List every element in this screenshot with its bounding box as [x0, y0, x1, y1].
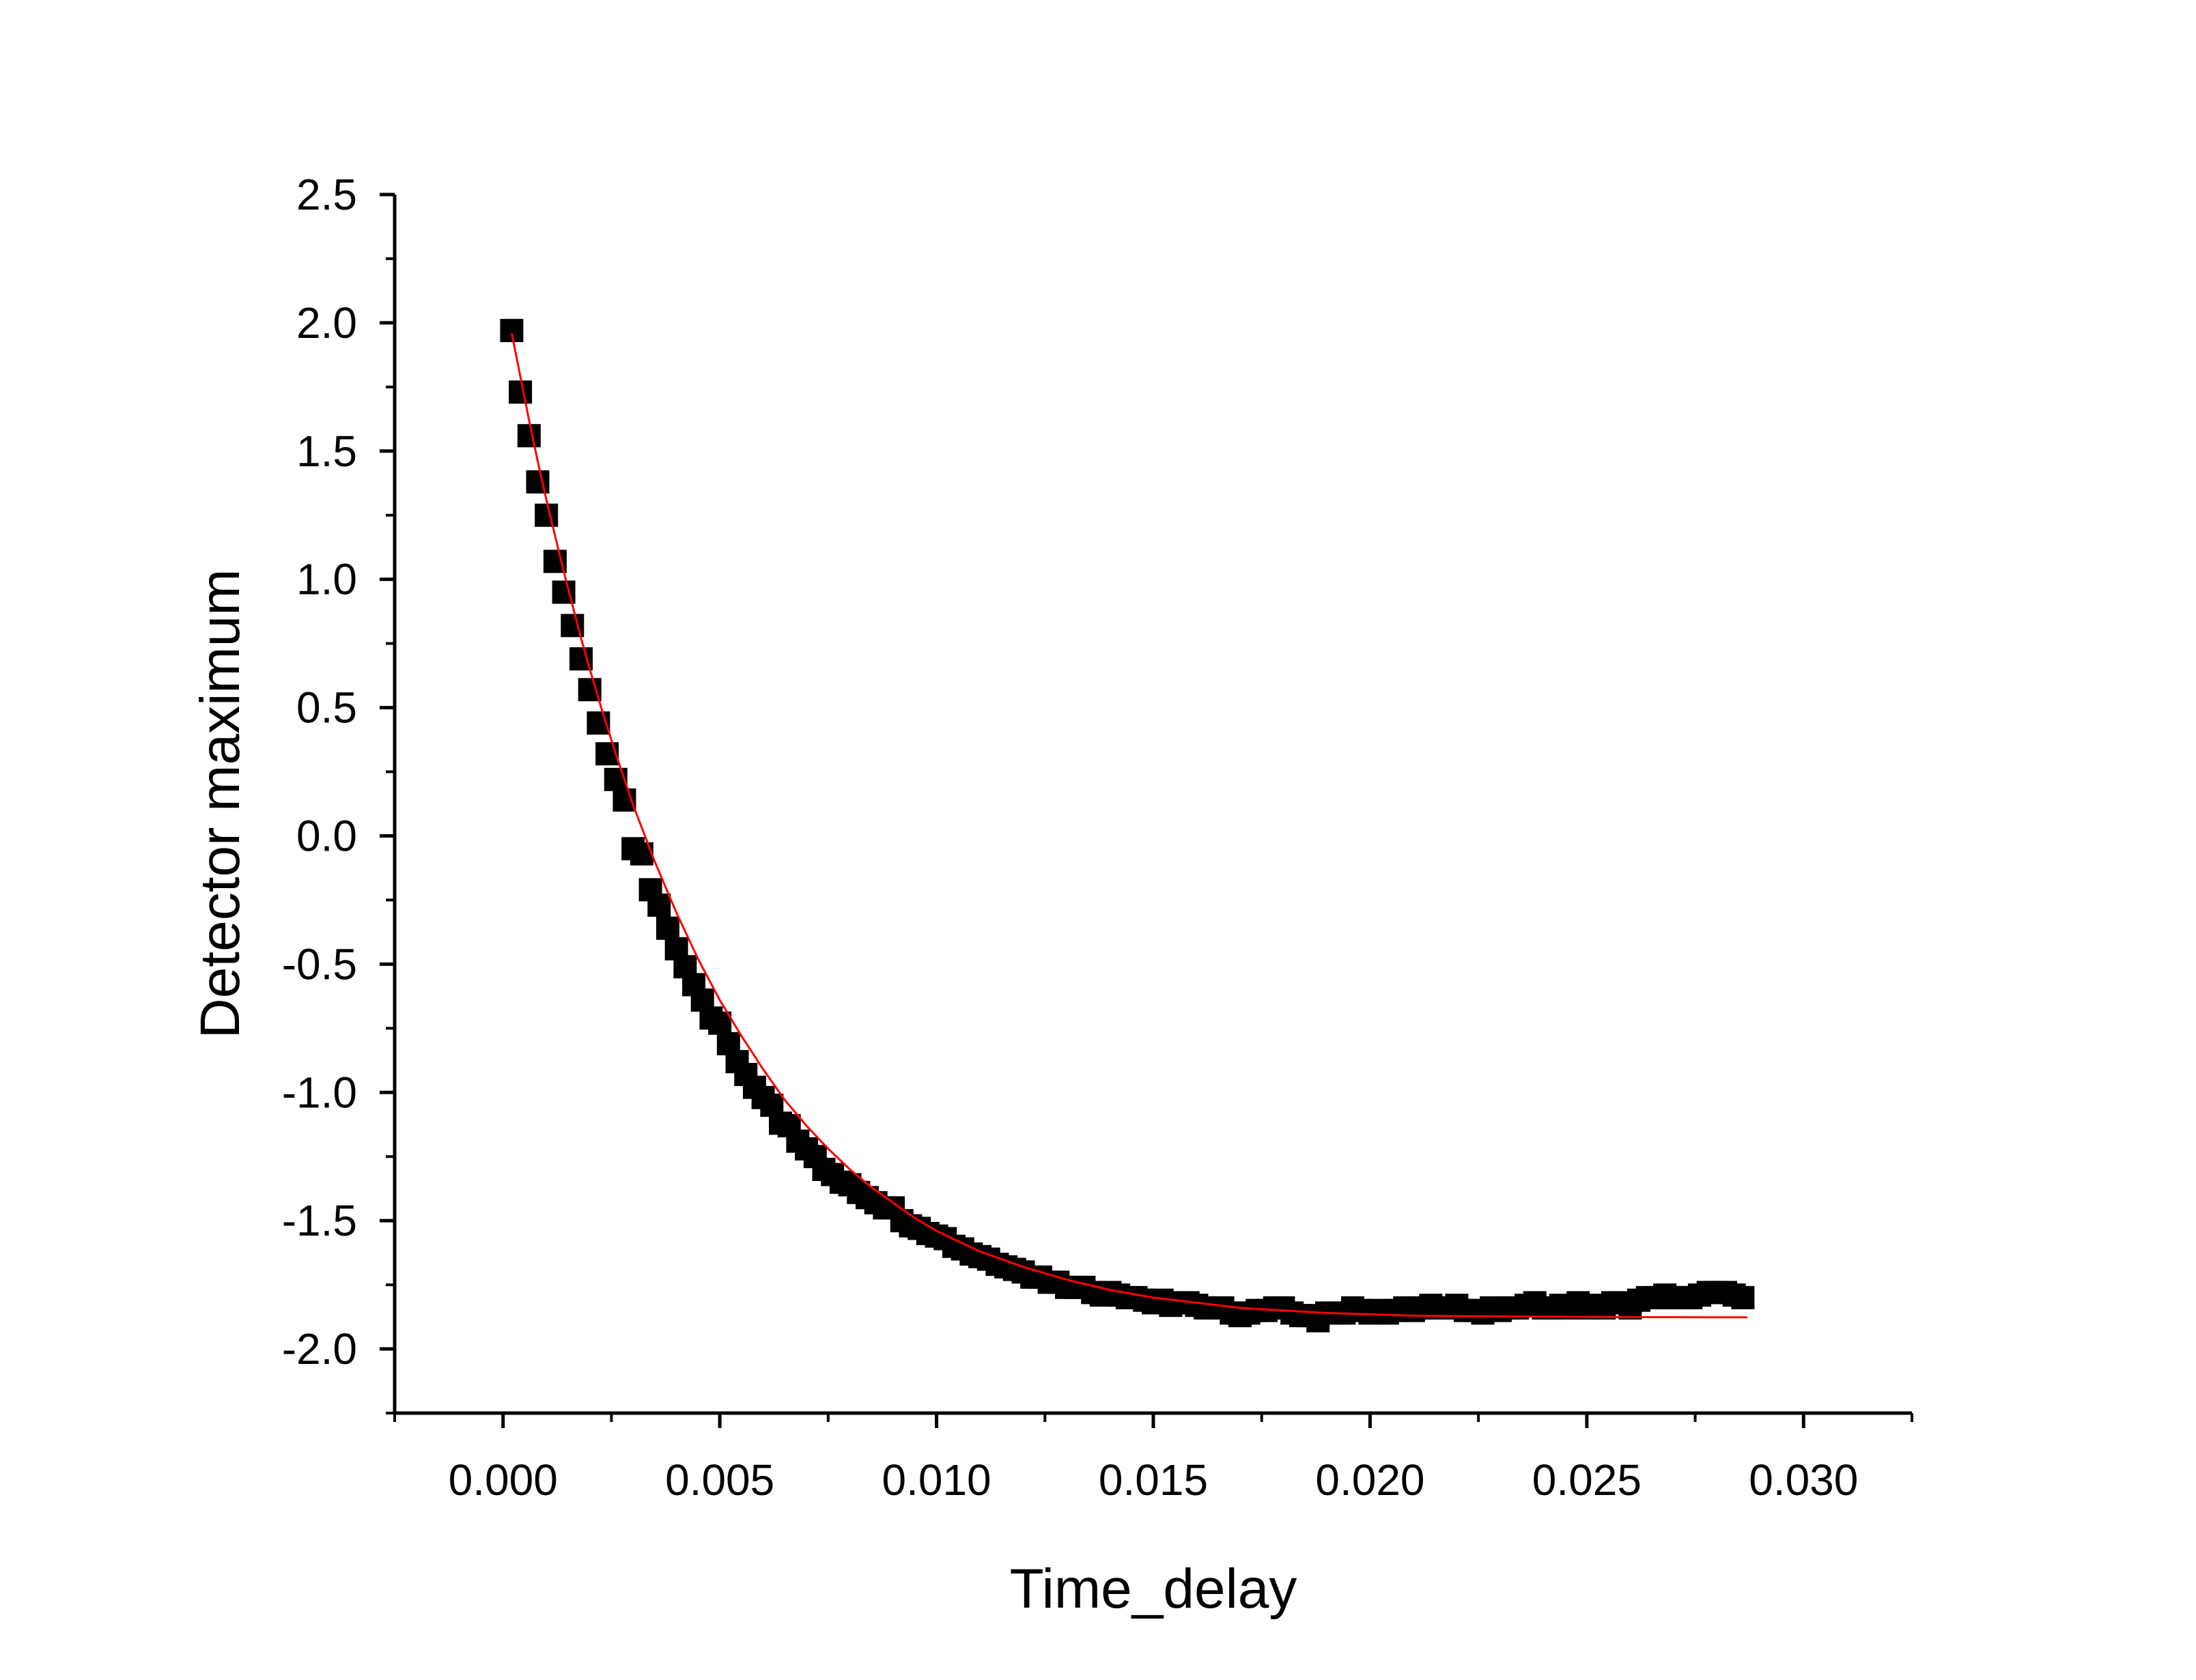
fit-line	[510, 332, 1747, 1319]
y-tick-label: -0.5	[282, 939, 357, 988]
y-tick-label: -1.5	[282, 1196, 357, 1245]
x-tick-label: 0.020	[1315, 1455, 1424, 1505]
y-tick-label: 1.0	[296, 555, 357, 604]
y-tick-label: 0.0	[296, 811, 357, 860]
x-tick-label: 0.030	[1749, 1455, 1858, 1505]
x-axis-title: Time_delay	[1010, 1558, 1297, 1620]
y-tick-label: 1.5	[296, 427, 357, 476]
x-tick-label: 0.025	[1532, 1455, 1642, 1505]
data-point	[535, 503, 559, 527]
data-point	[526, 470, 550, 494]
x-tick-label: 0.010	[882, 1455, 991, 1505]
axes: 0.000 0.005 0.010 0.015 0.020 0.025 0.030 2.5 2.…	[282, 170, 1913, 1505]
data-point	[656, 916, 679, 940]
data-point	[630, 842, 653, 866]
data-layer	[500, 319, 1755, 1333]
x-tick-label: 0.000	[449, 1455, 558, 1505]
y-axis-title: Detector maximum	[189, 569, 251, 1038]
data-point	[1731, 1285, 1755, 1309]
data-point	[647, 893, 671, 917]
data-point	[500, 319, 524, 343]
y-tick-label: 2.5	[296, 170, 357, 219]
y-tick-label: 0.5	[296, 683, 357, 732]
y-tick-label: -1.0	[282, 1068, 357, 1117]
y-tick-label: 2.0	[296, 298, 357, 347]
data-point	[708, 1011, 732, 1035]
x-tick-label: 0.005	[665, 1455, 774, 1505]
y-tick-label: -2.0	[282, 1324, 357, 1373]
data-point	[517, 424, 541, 448]
x-tick-label: 0.015	[1099, 1455, 1208, 1505]
data-point	[509, 380, 533, 404]
data-point	[613, 788, 636, 812]
